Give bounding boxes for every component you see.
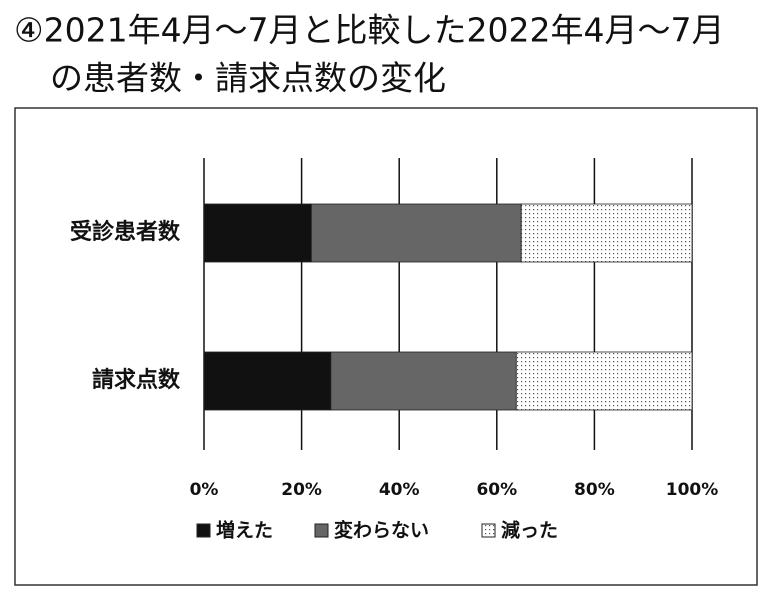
chart-frame	[14, 107, 758, 586]
y-tick-label: 請求点数	[92, 367, 181, 393]
bar-segment	[330, 351, 517, 411]
bar-segment	[520, 203, 693, 263]
y-tick-label: 受診患者数	[70, 219, 181, 245]
x-tick-label: 60%	[476, 480, 517, 500]
x-tick-label: 20%	[281, 480, 322, 500]
legend-swatch	[196, 523, 211, 538]
x-tick-label: 100%	[666, 480, 719, 500]
legend-swatch	[481, 523, 496, 538]
chart-title: の患者数・請求点数の変化	[50, 59, 446, 98]
legend-swatch	[314, 523, 329, 538]
bar-segment	[515, 351, 693, 411]
bar-segment	[203, 203, 312, 263]
legend-label: 減った	[501, 519, 558, 542]
bar-segment	[310, 203, 522, 263]
bar-segment	[203, 351, 332, 411]
legend-label: 増えた	[216, 519, 273, 542]
x-tick-label: 40%	[379, 480, 420, 500]
chart-title: ④2021年4月〜7月と比較した2022年4月〜7月	[14, 11, 725, 50]
x-tick-label: 80%	[574, 480, 615, 500]
x-tick-label: 0%	[190, 480, 219, 500]
legend-label: 変わらない	[334, 519, 429, 542]
